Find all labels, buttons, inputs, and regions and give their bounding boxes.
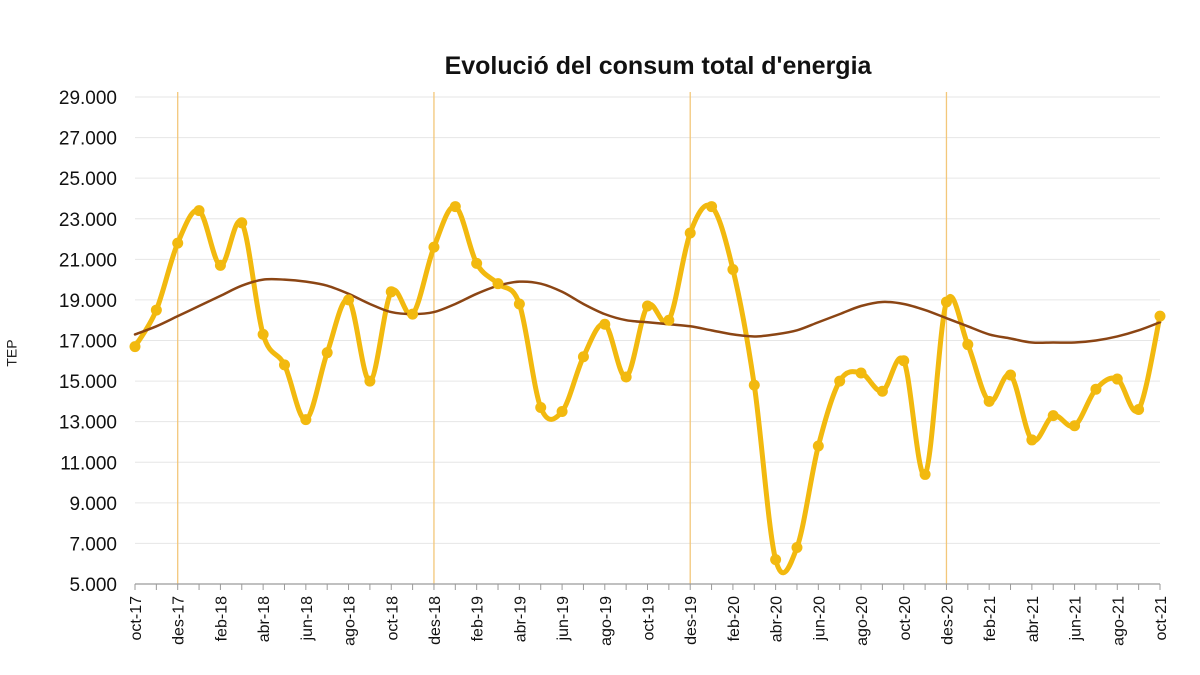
- x-tick-label: ago-21: [1110, 596, 1127, 646]
- data-point: [471, 257, 483, 269]
- data-point: [343, 294, 355, 306]
- data-point: [770, 554, 782, 566]
- data-point: [364, 375, 376, 387]
- data-point: [983, 395, 995, 407]
- data-point: [855, 367, 867, 379]
- y-tick-label: 5.000: [69, 575, 117, 596]
- trend-series-line: [133, 277, 1162, 345]
- data-point: [577, 351, 589, 363]
- y-tick-label: 15.000: [59, 372, 117, 393]
- data-point: [1154, 310, 1166, 322]
- y-tick-label: 27.000: [59, 129, 117, 150]
- data-point: [214, 259, 226, 271]
- y-axis-ticks: 5.000 7.000 9.000 11.000 13.000 15.000 17.000 1…: [59, 88, 117, 596]
- data-point: [919, 468, 931, 480]
- x-tick-label: ago-20: [854, 596, 871, 646]
- series-points: [129, 201, 1166, 566]
- x-tick-label: oct-18: [384, 596, 401, 641]
- data-point: [834, 375, 846, 387]
- data-point: [962, 339, 974, 351]
- year-markers: [177, 92, 948, 584]
- data-point: [1005, 369, 1017, 381]
- x-tick-label: des-20: [939, 596, 956, 645]
- x-axis-tick-marks: [134, 584, 1161, 590]
- y-tick-label: 11.000: [60, 453, 117, 474]
- data-point: [172, 237, 184, 249]
- x-tick-label: ago-19: [598, 596, 615, 646]
- data-point: [407, 308, 419, 320]
- y-tick-label: 29.000: [59, 88, 117, 109]
- data-point: [1047, 410, 1059, 422]
- chart-title: Evolució del consum total d'energia: [444, 52, 872, 80]
- x-tick-label: feb-21: [982, 596, 999, 641]
- data-point: [1026, 434, 1038, 446]
- y-tick-label: 23.000: [59, 210, 117, 231]
- data-point: [599, 318, 611, 330]
- data-point: [1133, 403, 1145, 415]
- x-tick-label: des-18: [427, 596, 444, 645]
- data-point: [385, 286, 397, 298]
- data-point: [257, 328, 269, 340]
- x-tick-label: feb-19: [470, 596, 487, 641]
- data-point: [663, 314, 675, 326]
- x-tick-label: jun-18: [299, 596, 316, 642]
- x-tick-label: oct-20: [897, 596, 914, 641]
- y-tick-label: 19.000: [59, 291, 117, 312]
- data-point: [278, 359, 290, 371]
- data-point: [748, 379, 760, 391]
- data-point: [940, 296, 952, 308]
- data-point: [449, 201, 461, 213]
- x-tick-label: feb-20: [726, 596, 743, 641]
- data-point: [642, 300, 653, 312]
- data-point: [727, 263, 739, 275]
- data-point: [236, 217, 248, 229]
- series-lines: [132, 202, 1163, 576]
- data-point: [1111, 373, 1123, 385]
- y-tick-label: 17.000: [59, 332, 117, 353]
- gridlines: [135, 96, 1160, 544]
- y-tick-label: 7.000: [69, 534, 117, 555]
- data-point: [812, 440, 824, 452]
- data-point: [898, 355, 910, 367]
- x-tick-label: des-19: [683, 596, 700, 645]
- data-point: [556, 406, 568, 418]
- data-point: [300, 414, 312, 426]
- x-tick-label: jun-21: [1068, 596, 1085, 642]
- data-point: [129, 341, 141, 353]
- x-axis-ticks: oct-17 des-17 feb-18 abr-18 jun-18 ago-18 oct-…: [128, 596, 1170, 646]
- x-tick-label: abr-19: [512, 596, 529, 642]
- data-point: [876, 385, 888, 397]
- data-point: [193, 205, 205, 217]
- data-point: [428, 241, 440, 253]
- x-tick-label: abr-18: [256, 596, 273, 642]
- x-tick-label: oct-19: [641, 596, 658, 641]
- x-tick-label: abr-21: [1025, 596, 1042, 642]
- x-tick-label: abr-20: [769, 596, 786, 642]
- data-point: [513, 298, 525, 310]
- x-tick-label: ago-18: [342, 596, 359, 646]
- y-tick-label: 21.000: [59, 250, 117, 271]
- consumption-series-line: [132, 202, 1163, 576]
- data-point: [321, 347, 333, 359]
- x-tick-label: oct-17: [128, 596, 145, 641]
- x-tick-label: jun-19: [555, 596, 572, 642]
- data-point: [150, 304, 162, 316]
- x-tick-label: feb-18: [213, 596, 230, 641]
- data-point: [706, 201, 718, 213]
- x-tick-label: oct-21: [1153, 596, 1170, 641]
- data-point: [620, 371, 632, 383]
- data-point: [492, 278, 504, 290]
- data-point: [684, 227, 696, 239]
- data-point: [791, 541, 803, 553]
- y-tick-label: 13.000: [59, 413, 117, 434]
- x-tick-label: jun-20: [811, 596, 828, 642]
- x-tick-label: des-17: [171, 596, 188, 645]
- data-point: [1069, 420, 1081, 432]
- y-tick-label: 9.000: [69, 494, 117, 515]
- data-point: [535, 401, 547, 413]
- data-point: [1090, 383, 1102, 395]
- y-tick-label: 25.000: [59, 169, 117, 190]
